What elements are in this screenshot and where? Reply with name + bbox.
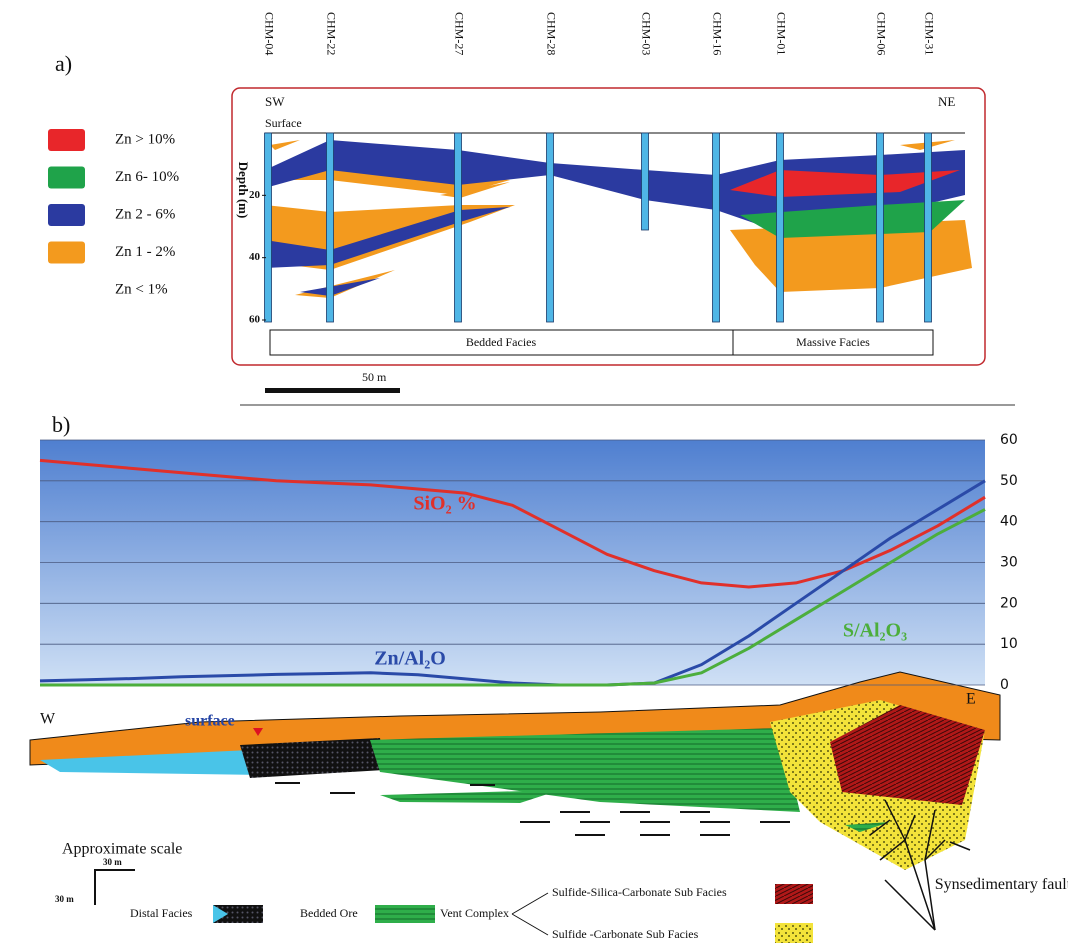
scale-marker bbox=[95, 870, 135, 905]
legend-label: Zn < 1% bbox=[115, 281, 168, 297]
drill-hole bbox=[777, 133, 784, 322]
legend-swatch bbox=[775, 884, 813, 904]
legend-label: Zn > 10% bbox=[115, 131, 175, 147]
drill-hole-label: CHM-31 bbox=[922, 12, 936, 55]
series-label: S/Al₂O₃ bbox=[843, 620, 907, 642]
y-tick-label: 40 bbox=[1000, 514, 1018, 530]
drill-hole-label: CHM-03 bbox=[639, 12, 653, 55]
legend-swatch bbox=[48, 279, 85, 301]
legend-swatch bbox=[48, 242, 85, 264]
legend-label: Sulfide-Silica-Carbonate Sub Facies bbox=[552, 885, 727, 899]
scale-label: 30 m bbox=[103, 857, 122, 867]
drill-hole-label: CHM-01 bbox=[774, 12, 788, 55]
surface-label: Surface bbox=[265, 116, 302, 130]
y-tick-label: 60 bbox=[1000, 432, 1018, 448]
scale-label: 30 m bbox=[55, 894, 74, 904]
scale-label: 50 m bbox=[362, 370, 387, 384]
direction-right: NE bbox=[938, 94, 955, 109]
legend-label: Bedded Ore bbox=[300, 906, 358, 920]
legend-label: Vent Complex bbox=[440, 906, 509, 920]
depth-tick-label: 60 bbox=[249, 314, 261, 326]
facies-label: Massive Facies bbox=[796, 335, 870, 349]
scale-bar bbox=[265, 388, 400, 393]
direction-right: E bbox=[966, 691, 976, 708]
drill-hole bbox=[925, 133, 932, 322]
drill-hole bbox=[642, 133, 649, 230]
legend-swatch bbox=[48, 129, 85, 151]
direction-left: W bbox=[40, 711, 56, 728]
ore-bodies bbox=[265, 140, 972, 298]
legend-swatch bbox=[775, 923, 813, 943]
drill-hole-label: CHM-16 bbox=[710, 12, 724, 55]
series-label: SiO₂ % bbox=[413, 493, 476, 515]
drill-hole-label: CHM-04 bbox=[262, 12, 276, 55]
y-tick-label: 20 bbox=[1000, 595, 1018, 611]
legend-swatch bbox=[48, 204, 85, 226]
panel-label: b) bbox=[52, 412, 70, 437]
drill-hole-label: CHM-28 bbox=[544, 12, 558, 55]
scale-title: Approximate scale bbox=[62, 841, 182, 858]
drill-hole bbox=[265, 133, 272, 322]
fault-label: Synsedimentary fault bbox=[935, 876, 1068, 893]
legend-label: Zn 6- 10% bbox=[115, 169, 179, 185]
depth-tick-label: 40 bbox=[249, 251, 261, 263]
series-label: Zn/Al₂O bbox=[374, 648, 446, 670]
drill-hole bbox=[327, 133, 334, 322]
legend-swatch bbox=[48, 167, 85, 189]
y-tick-label: 30 bbox=[1000, 555, 1018, 571]
y-tick-label: 0 bbox=[1000, 677, 1009, 693]
drill-hole bbox=[547, 133, 554, 322]
drill-hole bbox=[877, 133, 884, 322]
depth-tick-label: 20 bbox=[249, 189, 261, 201]
legend-connector bbox=[512, 893, 548, 935]
legend-label: Zn 1 - 2% bbox=[115, 244, 175, 260]
fault-label-line: Synsedimentary fault bbox=[935, 876, 1068, 893]
direction-left: SW bbox=[265, 94, 285, 109]
facies-label: Bedded Facies bbox=[466, 335, 537, 349]
legend-label: Zn 2 - 6% bbox=[115, 206, 175, 222]
legend-label: Sulfide -Carbonate Sub Facies bbox=[552, 927, 699, 941]
drill-hole bbox=[713, 133, 720, 322]
surface-label: surface bbox=[185, 713, 235, 730]
cross-section bbox=[30, 672, 1000, 930]
drill-hole bbox=[455, 133, 462, 322]
drill-hole-label: CHM-22 bbox=[324, 12, 338, 55]
drill-hole-label: CHM-27 bbox=[452, 12, 466, 55]
y-tick-label: 10 bbox=[1000, 636, 1018, 652]
panel-label: a) bbox=[55, 51, 72, 76]
legend-swatch bbox=[375, 905, 435, 923]
figure: a) SW NE Surface Depth (m) Bedded Facies… bbox=[0, 0, 1068, 952]
legend-label: Distal Facies bbox=[130, 906, 193, 920]
drill-hole-label: CHM-06 bbox=[874, 12, 888, 55]
y-tick-label: 50 bbox=[1000, 473, 1018, 489]
